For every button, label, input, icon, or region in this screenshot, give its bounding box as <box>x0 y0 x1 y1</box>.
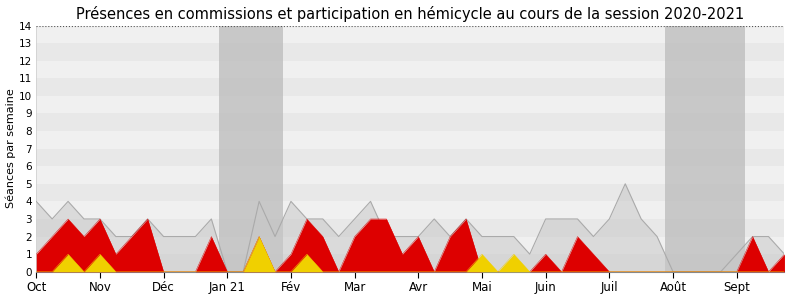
Y-axis label: Séances par semaine: Séances par semaine <box>6 89 16 208</box>
Bar <box>36 166 784 184</box>
Bar <box>36 184 784 201</box>
Bar <box>36 254 784 272</box>
Bar <box>36 61 784 78</box>
Bar <box>665 26 745 272</box>
Bar <box>36 148 784 166</box>
Bar <box>220 26 283 272</box>
Bar <box>36 236 784 254</box>
Bar <box>36 96 784 113</box>
Bar <box>36 201 784 219</box>
Bar <box>36 219 784 236</box>
Bar <box>36 26 784 43</box>
Bar <box>36 131 784 148</box>
Bar <box>36 43 784 61</box>
Bar <box>36 113 784 131</box>
Bar <box>36 78 784 96</box>
Title: Présences en commissions et participation en hémicycle au cours de la session 20: Présences en commissions et participatio… <box>76 6 744 22</box>
